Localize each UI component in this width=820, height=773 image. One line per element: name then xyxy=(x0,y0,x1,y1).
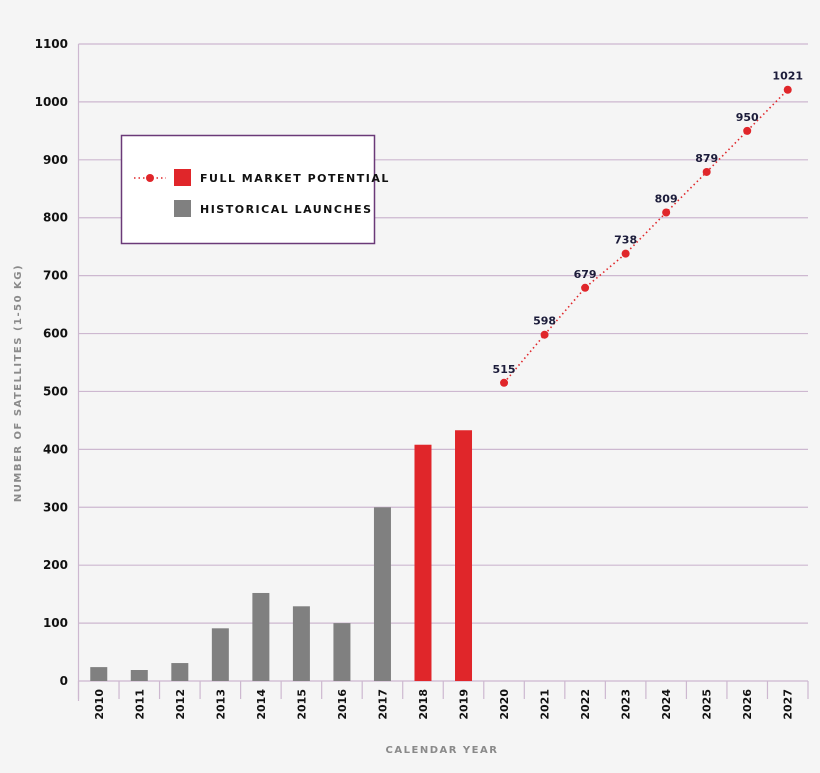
y-tick-label: 700 xyxy=(43,269,68,283)
data-point xyxy=(662,208,671,217)
x-tick-label: 2015 xyxy=(295,689,308,720)
data-point xyxy=(743,126,752,135)
bar xyxy=(292,606,310,681)
bar xyxy=(211,628,229,681)
data-point xyxy=(783,85,792,94)
bar xyxy=(171,663,189,681)
legend-box xyxy=(120,134,376,245)
y-tick-label: 900 xyxy=(43,153,68,167)
bar xyxy=(90,667,108,681)
bar xyxy=(333,623,351,681)
x-tick-label: 2012 xyxy=(174,689,187,720)
data-label: 1021 xyxy=(772,70,803,83)
x-tick-label: 2023 xyxy=(620,689,633,720)
data-label: 598 xyxy=(533,315,556,328)
legend-swatch-historical xyxy=(174,200,191,217)
bar xyxy=(130,669,148,681)
data-point xyxy=(621,249,630,258)
x-tick-label: 2024 xyxy=(660,689,673,720)
y-tick-label: 600 xyxy=(43,327,68,341)
data-point xyxy=(540,330,549,339)
x-tick-label: 2022 xyxy=(579,689,592,720)
y-tick-label: 400 xyxy=(43,442,68,456)
legend-marker-icon xyxy=(146,174,154,182)
x-tick-label: 2014 xyxy=(255,689,268,720)
bar xyxy=(373,507,391,681)
series-line xyxy=(503,89,789,384)
y-tick-label: 500 xyxy=(43,384,68,398)
data-label: 809 xyxy=(655,193,678,206)
x-tick-label: 2016 xyxy=(336,689,349,720)
x-tick-label: 2019 xyxy=(458,689,471,720)
legend-swatch-full-market xyxy=(174,169,191,186)
y-tick-label: 0 xyxy=(60,674,68,688)
y-tick-label: 200 xyxy=(43,558,68,572)
x-tick-label: 2011 xyxy=(133,689,146,720)
y-tick-label: 300 xyxy=(43,500,68,514)
bar xyxy=(414,444,432,681)
bar xyxy=(252,592,270,681)
y-tick-label: 1100 xyxy=(35,37,68,51)
x-tick-label: 2010 xyxy=(93,689,106,720)
x-tick-label: 2017 xyxy=(376,689,389,720)
data-label: 515 xyxy=(493,363,516,376)
data-label: 879 xyxy=(695,152,718,165)
bar xyxy=(455,430,473,681)
data-label: 679 xyxy=(574,268,597,281)
legend-label-historical: HISTORICAL LAUNCHES xyxy=(200,203,373,216)
y-tick-label: 800 xyxy=(43,211,68,225)
x-tick-label: 2025 xyxy=(701,689,714,720)
data-label: 950 xyxy=(736,111,759,124)
y-tick-label: 1000 xyxy=(35,95,68,109)
data-point xyxy=(581,283,590,292)
data-label: 738 xyxy=(614,234,637,247)
x-tick-label: 2021 xyxy=(539,689,552,720)
x-axis-title: CALENDAR YEAR xyxy=(386,745,499,756)
y-axis-title: NUMBER OF SATELLITES (1-50 KG) xyxy=(13,264,24,502)
data-point xyxy=(702,167,711,176)
x-tick-label: 2018 xyxy=(417,689,430,720)
x-tick-label: 2020 xyxy=(498,689,511,720)
y-tick-label: 100 xyxy=(43,616,68,630)
x-tick-label: 2026 xyxy=(741,689,754,720)
legend-label-full-market: FULL MARKET POTENTIAL xyxy=(200,172,390,185)
x-tick-label: 2013 xyxy=(214,689,227,720)
data-point xyxy=(500,378,509,387)
x-tick-label: 2027 xyxy=(782,689,795,720)
